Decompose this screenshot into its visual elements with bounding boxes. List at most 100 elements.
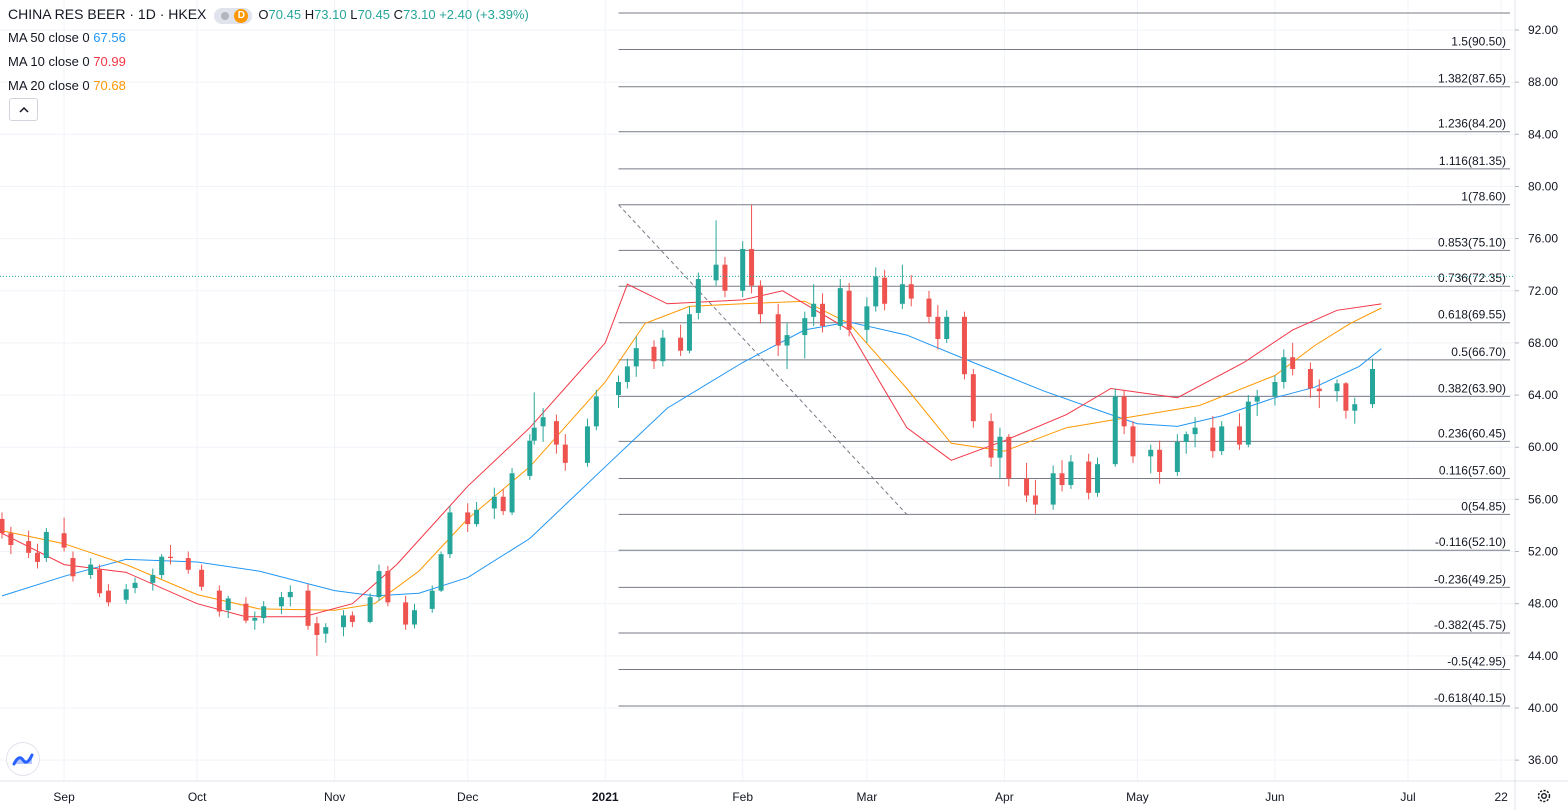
candle-body bbox=[287, 591, 293, 598]
candle-body bbox=[527, 440, 533, 476]
fib-level-label: 0.116(57.60) bbox=[1439, 464, 1506, 478]
candle-body bbox=[70, 558, 76, 577]
candle-body bbox=[216, 590, 222, 612]
fib-level-label: -0.382(45.75) bbox=[1434, 618, 1506, 632]
price-tick-label: 56.00 bbox=[1528, 492, 1558, 506]
time-tick-label: Apr bbox=[995, 790, 1014, 804]
price-tick-label: 76.00 bbox=[1528, 232, 1558, 246]
candle-body bbox=[864, 306, 870, 330]
indicator-value: 70.99 bbox=[93, 54, 126, 69]
price-tick-label: 80.00 bbox=[1528, 179, 1558, 193]
candle-body bbox=[944, 316, 950, 339]
indicator-ma50[interactable]: MA 50 close 0 67.56 bbox=[8, 28, 529, 52]
candle-body bbox=[988, 421, 994, 458]
candle-body bbox=[908, 284, 914, 299]
candle-body bbox=[1219, 426, 1225, 452]
candle-body bbox=[926, 298, 932, 317]
time-tick-label: Jul bbox=[1400, 790, 1415, 804]
fib-level-label: 1.236(84.20) bbox=[1438, 117, 1506, 131]
candle-body bbox=[1245, 401, 1251, 445]
fibonacci-retracement: 1.5(90.50) 1.382(87.65) 1.236(84.20) 1.116(… bbox=[618, 12, 1510, 707]
candle-body bbox=[695, 279, 701, 313]
ma-line-20 bbox=[1, 300, 1382, 611]
candle-body bbox=[593, 396, 599, 427]
candle-body bbox=[411, 610, 417, 625]
candle-body bbox=[1343, 383, 1349, 411]
candle-body bbox=[199, 569, 205, 587]
low-value: 70.45 bbox=[357, 7, 391, 22]
candle-body bbox=[686, 314, 692, 351]
candle-body bbox=[1183, 434, 1189, 443]
indicator-ma10[interactable]: MA 10 close 0 70.99 bbox=[8, 52, 529, 76]
candle-body bbox=[150, 574, 156, 583]
moving-averages bbox=[1, 283, 1382, 618]
time-tick-label: 2021 bbox=[592, 790, 619, 804]
candle-body bbox=[1281, 357, 1287, 383]
indicator-ma20[interactable]: MA 20 close 0 70.68 bbox=[8, 76, 529, 100]
fib-level-label: 1.382(87.65) bbox=[1438, 72, 1506, 86]
candle-body bbox=[1370, 368, 1376, 405]
candle-body bbox=[1050, 473, 1056, 505]
candle-body bbox=[970, 374, 976, 422]
close-label: C bbox=[393, 7, 404, 22]
candle-body bbox=[899, 284, 905, 304]
candle-body bbox=[509, 473, 515, 513]
candle-body bbox=[1174, 442, 1180, 472]
candle-body bbox=[961, 316, 967, 375]
candle-body bbox=[802, 318, 808, 336]
symbol-title[interactable]: CHINA RES BEER · 1D · HKEX bbox=[8, 6, 207, 22]
candle-body bbox=[349, 615, 355, 622]
candle-body bbox=[1334, 383, 1340, 392]
indicator-value: 67.56 bbox=[93, 30, 126, 45]
candle-body bbox=[562, 444, 568, 463]
market-status-badge[interactable]: D bbox=[214, 7, 253, 24]
price-tick-label: 92.00 bbox=[1528, 23, 1558, 37]
price-tick-label: 36.00 bbox=[1528, 753, 1558, 767]
candle-body bbox=[34, 552, 40, 562]
candle-body bbox=[660, 337, 666, 362]
candle-body bbox=[722, 264, 728, 291]
candle-body bbox=[540, 417, 546, 427]
candle-body bbox=[323, 627, 329, 634]
candle-body bbox=[873, 276, 879, 307]
price-tick-label: 44.00 bbox=[1528, 649, 1558, 663]
candle-body bbox=[1121, 396, 1127, 427]
price-tick-label: 68.00 bbox=[1528, 336, 1558, 350]
candle-body bbox=[775, 314, 781, 346]
collapse-legend-button[interactable] bbox=[9, 98, 38, 121]
candle-body bbox=[8, 533, 14, 546]
candle-body bbox=[243, 603, 249, 621]
candle-body bbox=[1006, 436, 1012, 479]
gear-icon[interactable] bbox=[1535, 787, 1553, 805]
candle-body bbox=[185, 558, 191, 570]
status-dot-icon bbox=[221, 11, 230, 20]
candle-body bbox=[314, 623, 320, 635]
price-tick-label: 88.00 bbox=[1528, 75, 1558, 89]
candle-body bbox=[474, 509, 480, 525]
delayed-badge: D bbox=[234, 8, 249, 23]
fib-level-label: 0.5(66.70) bbox=[1451, 345, 1506, 359]
ohlc-values: O70.45 H73.10 L70.45 C73.10 +2.40 (+3.39… bbox=[258, 7, 528, 22]
candle-body bbox=[367, 597, 373, 622]
fib-level-label: 1.116(81.35) bbox=[1439, 154, 1506, 168]
candle-body bbox=[651, 346, 657, 362]
time-tick-label: 22 bbox=[1494, 790, 1508, 804]
open-value: 70.45 bbox=[268, 7, 302, 22]
candle-body bbox=[1352, 404, 1358, 411]
time-tick-label: May bbox=[1126, 790, 1149, 804]
ma-line-50 bbox=[1, 321, 1382, 597]
fib-level-label: -0.116(52.10) bbox=[1435, 535, 1506, 549]
candle-body bbox=[132, 582, 138, 589]
time-tick-label: Mar bbox=[857, 790, 878, 804]
chevron-up-icon bbox=[18, 106, 29, 113]
price-tick-label: 60.00 bbox=[1528, 440, 1558, 454]
candle-body bbox=[465, 512, 471, 525]
candle-body bbox=[997, 436, 1003, 458]
fib-level-label: -0.236(49.25) bbox=[1434, 572, 1506, 586]
fib-level-label: 0(54.85) bbox=[1461, 499, 1506, 513]
chart-grid bbox=[0, 0, 1515, 781]
tradingview-logo-icon[interactable] bbox=[7, 743, 39, 775]
time-tick-label: Jun bbox=[1265, 790, 1284, 804]
candle-body bbox=[447, 512, 453, 555]
